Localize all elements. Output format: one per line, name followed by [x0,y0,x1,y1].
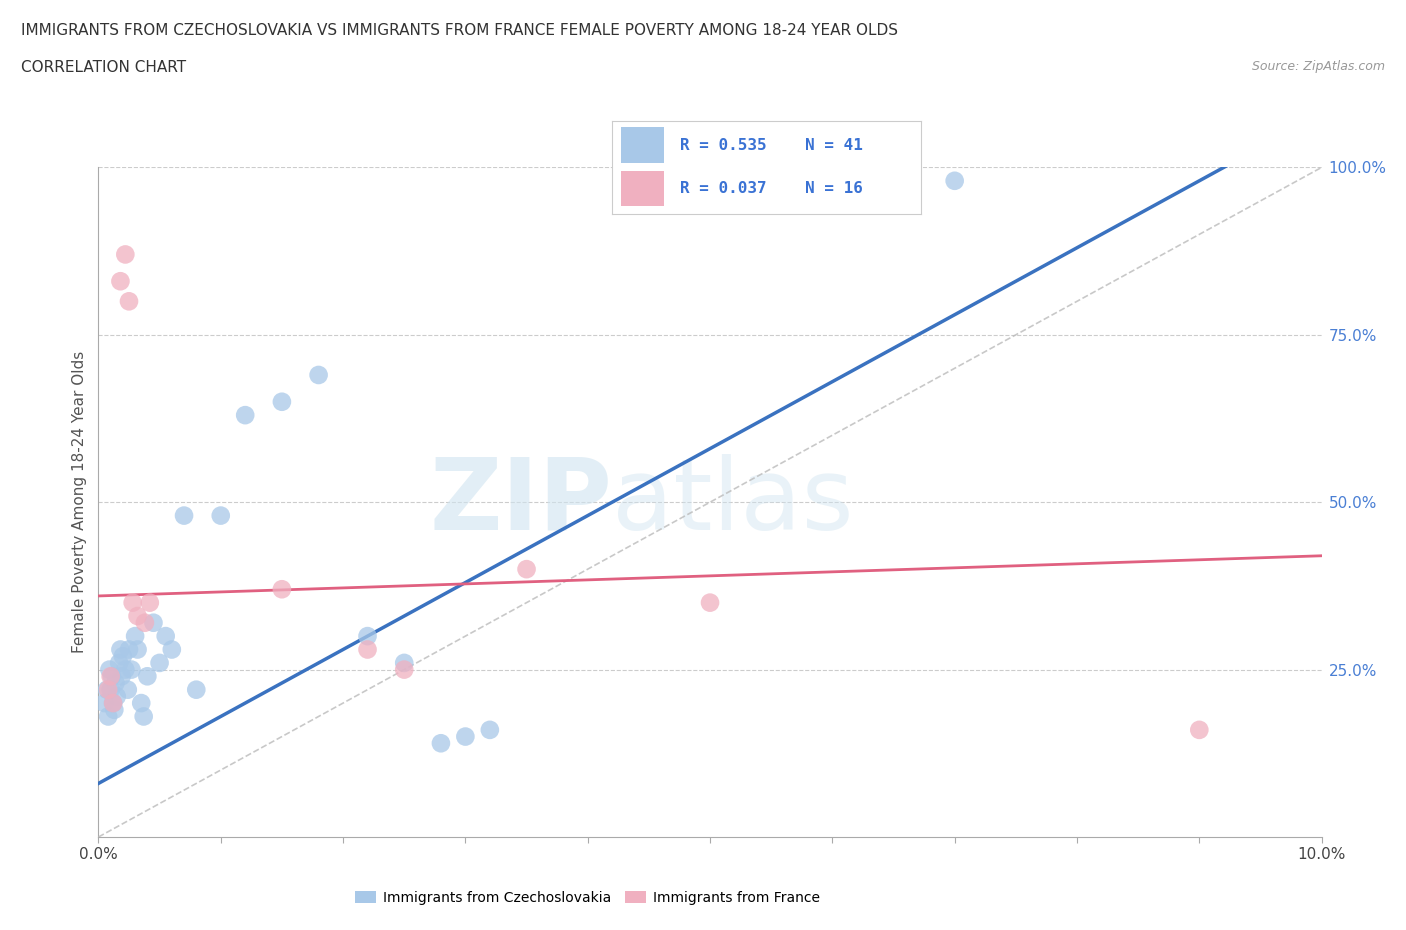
Point [136,669,159,684]
Point [134,616,156,631]
Point [96,683,118,698]
Bar [621,127,664,163]
Text: atlas: atlas [612,454,853,551]
Point [127,608,149,623]
Point [142,616,165,631]
Point [186,683,208,698]
Point [111,669,134,684]
Point [270,394,294,409]
Text: IMMIGRANTS FROM CZECHOSLOVAKIA VS IMMIGRANTS FROM FRANCE FEMALE POVERTY AMONG 18: IMMIGRANTS FROM CZECHOSLOVAKIA VS IMMIGR… [21,23,898,38]
Point [1188,723,1211,737]
Point [392,656,416,671]
Point [93,696,115,711]
Point [117,683,139,698]
Point [883,180,905,195]
Point [118,642,141,657]
Point [761,180,783,195]
Point [132,709,155,724]
Point [478,723,501,737]
Point [100,683,122,698]
Point [97,709,120,724]
Point [308,367,330,382]
Point [110,273,132,288]
Point [97,683,120,698]
Point [101,696,124,711]
Point [943,173,966,188]
Point [124,629,146,644]
Point [155,629,177,644]
Legend: Immigrants from Czechoslovakia, Immigrants from France: Immigrants from Czechoslovakia, Immigran… [350,885,825,910]
Point [516,562,538,577]
Point [103,702,125,717]
Text: CORRELATION CHART: CORRELATION CHART [21,60,186,75]
Point [104,675,127,690]
Point [100,669,122,684]
Point [430,736,453,751]
Point [105,689,128,704]
Point [114,662,136,677]
Point [120,662,142,677]
Point [356,642,378,657]
Point [699,595,721,610]
Point [127,642,149,657]
Point [108,656,131,671]
Point [111,649,134,664]
Point [454,729,477,744]
Point [121,595,143,610]
Point [160,642,183,657]
Point [110,642,132,657]
Point [270,582,294,597]
Point [114,247,136,262]
Y-axis label: Female Poverty Among 18-24 Year Olds: Female Poverty Among 18-24 Year Olds [72,352,87,654]
Text: Source: ZipAtlas.com: Source: ZipAtlas.com [1251,60,1385,73]
Point [98,662,121,677]
Point [129,696,152,711]
Point [139,595,162,610]
Point [173,508,195,523]
Point [101,669,124,684]
Text: ZIP: ZIP [429,454,612,551]
Text: R = 0.037    N = 16: R = 0.037 N = 16 [679,181,862,196]
Point [209,508,232,523]
Point [356,629,378,644]
Text: R = 0.535    N = 41: R = 0.535 N = 41 [679,138,862,153]
Point [149,656,172,671]
Point [118,294,141,309]
Point [233,407,256,422]
Point [392,662,416,677]
Bar [621,171,664,206]
Point [101,696,124,711]
